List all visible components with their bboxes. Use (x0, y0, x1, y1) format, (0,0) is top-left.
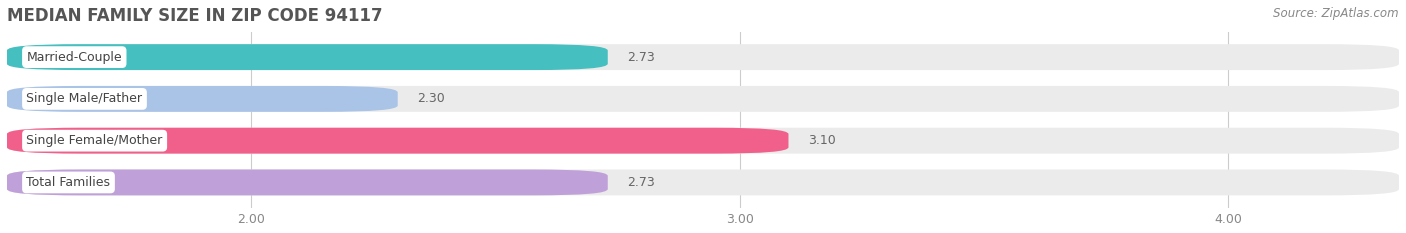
Text: Single Female/Mother: Single Female/Mother (27, 134, 163, 147)
FancyBboxPatch shape (7, 169, 607, 195)
FancyBboxPatch shape (7, 86, 1399, 112)
FancyBboxPatch shape (7, 128, 789, 154)
Text: MEDIAN FAMILY SIZE IN ZIP CODE 94117: MEDIAN FAMILY SIZE IN ZIP CODE 94117 (7, 7, 382, 25)
FancyBboxPatch shape (7, 86, 398, 112)
Text: 2.30: 2.30 (418, 93, 446, 105)
Text: Source: ZipAtlas.com: Source: ZipAtlas.com (1274, 7, 1399, 20)
Text: Single Male/Father: Single Male/Father (27, 93, 142, 105)
FancyBboxPatch shape (7, 128, 1399, 154)
Text: Married-Couple: Married-Couple (27, 51, 122, 64)
FancyBboxPatch shape (7, 44, 607, 70)
FancyBboxPatch shape (7, 169, 1399, 195)
Text: Total Families: Total Families (27, 176, 111, 189)
Text: 2.73: 2.73 (627, 51, 655, 64)
Text: 2.73: 2.73 (627, 176, 655, 189)
Text: 3.10: 3.10 (808, 134, 835, 147)
FancyBboxPatch shape (7, 44, 1399, 70)
